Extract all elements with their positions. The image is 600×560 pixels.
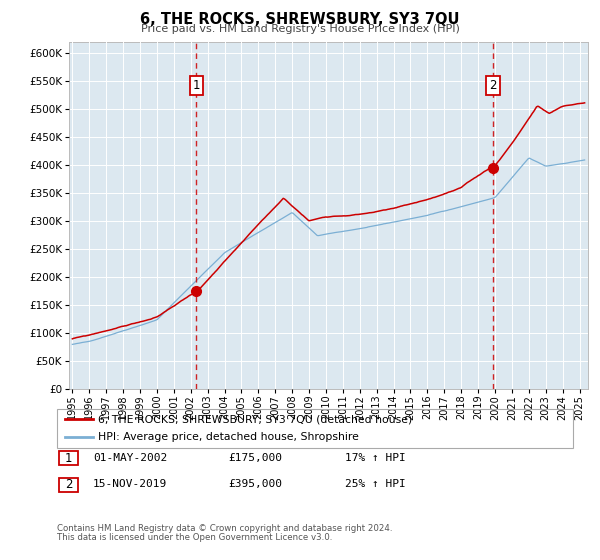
Text: 2: 2: [65, 478, 72, 492]
Text: £395,000: £395,000: [228, 479, 282, 489]
Text: £175,000: £175,000: [228, 452, 282, 463]
Text: 6, THE ROCKS, SHREWSBURY, SY3 7QU: 6, THE ROCKS, SHREWSBURY, SY3 7QU: [140, 12, 460, 27]
Text: 17% ↑ HPI: 17% ↑ HPI: [345, 452, 406, 463]
Text: 2: 2: [489, 79, 497, 92]
Text: HPI: Average price, detached house, Shropshire: HPI: Average price, detached house, Shro…: [98, 432, 359, 442]
Text: Price paid vs. HM Land Registry's House Price Index (HPI): Price paid vs. HM Land Registry's House …: [140, 24, 460, 34]
Text: This data is licensed under the Open Government Licence v3.0.: This data is licensed under the Open Gov…: [57, 533, 332, 542]
Text: 25% ↑ HPI: 25% ↑ HPI: [345, 479, 406, 489]
Text: 1: 1: [65, 451, 72, 465]
Text: 15-NOV-2019: 15-NOV-2019: [93, 479, 167, 489]
Text: 6, THE ROCKS, SHREWSBURY, SY3 7QU (detached house): 6, THE ROCKS, SHREWSBURY, SY3 7QU (detac…: [98, 414, 413, 424]
Text: 1: 1: [193, 79, 200, 92]
Text: Contains HM Land Registry data © Crown copyright and database right 2024.: Contains HM Land Registry data © Crown c…: [57, 524, 392, 533]
Text: 01-MAY-2002: 01-MAY-2002: [93, 452, 167, 463]
Bar: [59, 451, 78, 465]
Bar: [59, 478, 78, 492]
